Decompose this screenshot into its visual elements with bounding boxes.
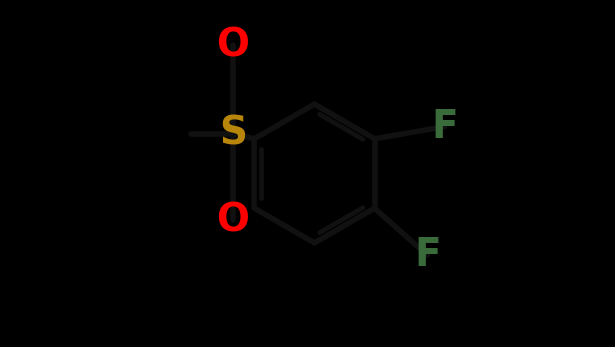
Text: F: F bbox=[414, 236, 440, 274]
Text: O: O bbox=[216, 201, 250, 239]
Text: O: O bbox=[216, 26, 250, 64]
Text: F: F bbox=[431, 108, 458, 146]
Text: S: S bbox=[219, 115, 247, 153]
